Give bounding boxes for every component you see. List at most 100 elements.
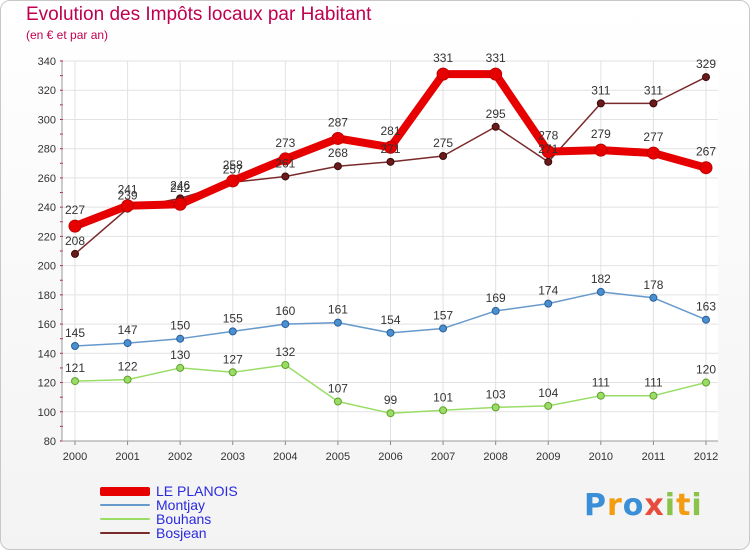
data-label: 241 [118,183,138,197]
data-label: 130 [170,348,190,362]
logo-letter: P [584,488,607,523]
y-tick-label: 80 [44,436,56,448]
data-point [71,342,79,350]
data-label: 150 [170,319,190,333]
x-tick-label: 2002 [168,451,192,463]
data-label: 163 [696,300,716,314]
data-point [281,172,290,181]
data-point [596,287,605,296]
data-label: 208 [65,234,85,248]
data-point [333,318,342,327]
legend-item-bouhans: Bouhans [100,511,238,527]
data-point [121,199,135,213]
y-tick-label: 240 [38,202,56,214]
y-tick-label: 300 [38,114,56,126]
data-label: 127 [223,352,243,366]
data-label: 271 [538,142,558,156]
data-label: 169 [486,291,506,305]
legend-swatch [100,504,150,506]
data-label: 261 [275,156,295,170]
data-label: 120 [696,363,716,377]
y-tick-label: 280 [38,144,56,156]
data-label: 147 [118,323,138,337]
data-label: 155 [223,311,243,325]
data-label: 277 [643,130,663,144]
data-point [68,219,82,233]
data-point [226,174,240,188]
data-label: 246 [170,178,190,192]
legend-swatch [100,532,150,534]
data-point [702,315,710,324]
x-tick-label: 2009 [536,451,560,463]
y-tick-label: 340 [38,56,56,68]
data-point [544,299,553,308]
logo-letter: x [644,488,665,523]
data-label: 182 [591,272,611,286]
data-label: 160 [275,304,295,318]
data-point [649,99,658,108]
data-label: 295 [486,107,506,121]
data-label: 178 [643,278,663,292]
data-point [386,409,395,418]
data-label: 227 [65,203,85,217]
y-tick-label: 140 [38,348,56,360]
legend-label: Montjay [156,497,206,513]
data-point [649,293,658,302]
data-label: 258 [223,158,243,172]
logo-letter: i [691,488,703,523]
data-label: 268 [328,146,348,160]
data-point [386,328,395,337]
data-label: 111 [592,376,611,390]
legend-label: LE PLANOIS [156,483,238,499]
legend-item-bosjean: Bosjean [100,525,238,541]
data-point [702,73,710,82]
legend-label: Bouhans [156,511,212,527]
data-point [176,334,185,343]
x-tick-label: 2004 [273,451,297,463]
y-tick-label: 160 [38,319,56,331]
x-tick-label: 2007 [431,451,455,463]
data-point [489,67,503,81]
data-point [333,162,342,171]
data-label: 287 [328,115,348,129]
data-point [491,122,500,131]
data-label: 329 [696,57,716,71]
x-tick-label: 2001 [115,451,139,463]
data-point [439,324,448,333]
legend-swatch [100,486,150,496]
proxiti-logo: Proxiti [584,488,703,523]
data-label: 281 [380,124,400,138]
legend-swatch [100,518,150,520]
data-label: 111 [644,376,663,390]
data-point [596,99,605,108]
data-point [491,403,500,412]
logo-letter: r [607,488,623,523]
data-label: 278 [538,129,558,143]
data-point [439,152,448,160]
x-tick-label: 2006 [378,451,402,463]
data-label: 145 [65,326,85,340]
legend-item-montjay: Montjay [100,497,238,513]
legend-label: Bosjean [156,525,207,541]
data-label: 279 [591,127,611,141]
data-point [436,67,450,81]
data-label: 273 [275,136,295,150]
data-point [71,377,79,386]
data-point [384,140,397,154]
y-tick-label: 100 [38,407,56,419]
data-point [281,361,290,369]
data-label: 154 [380,313,400,327]
data-point [541,145,555,159]
chart-title: Evolution des Impôts locaux par Habitant [26,4,372,25]
data-label: 122 [118,360,138,374]
y-tick-label: 320 [38,85,56,97]
data-label: 157 [433,308,453,322]
x-tick-label: 2005 [326,451,350,463]
data-point [386,157,395,166]
logo-letter: o [622,488,645,523]
data-point [544,157,553,166]
data-label: 331 [433,51,453,65]
data-point [331,131,345,145]
data-label: 99 [384,393,398,407]
data-point [699,161,713,175]
